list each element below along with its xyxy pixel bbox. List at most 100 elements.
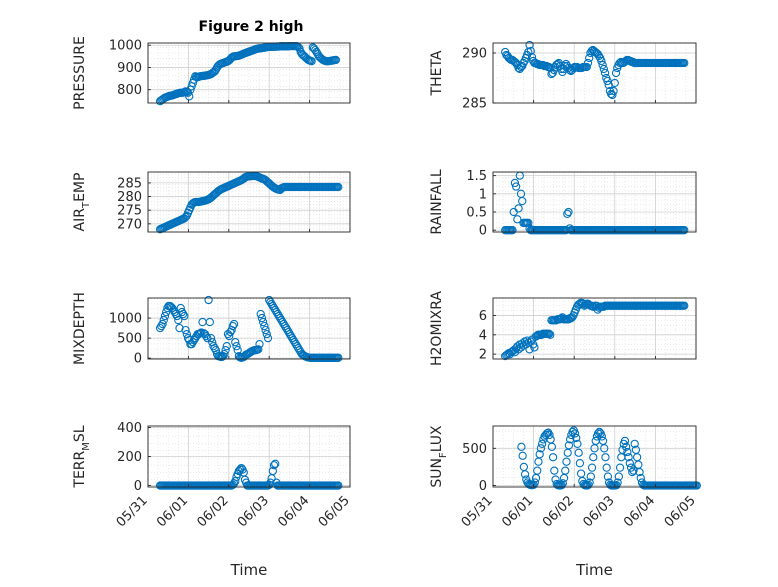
data-point xyxy=(231,337,240,347)
data-point xyxy=(229,319,239,329)
data-point xyxy=(174,315,183,325)
data-point xyxy=(205,317,214,327)
data-point xyxy=(564,207,573,217)
data-point xyxy=(547,442,557,451)
x-tick-label: 06/02 xyxy=(540,493,577,530)
y-tick-label: 200 xyxy=(117,450,142,465)
data-point xyxy=(289,335,298,345)
data-point xyxy=(279,319,288,329)
data-point xyxy=(563,448,572,457)
axes-box xyxy=(492,425,697,488)
data-point xyxy=(568,313,577,322)
data-point xyxy=(541,430,550,440)
data-point xyxy=(620,436,630,446)
subplot-h2omix: 2 4 6 H2OMIXRA xyxy=(429,291,697,366)
data-point xyxy=(583,58,593,68)
data-point xyxy=(202,331,211,341)
data-point xyxy=(511,182,521,191)
data-point xyxy=(586,472,595,481)
data-point xyxy=(625,459,634,468)
data-point xyxy=(585,53,594,63)
data-point xyxy=(188,337,197,347)
y-axis-label: AIRTEMP xyxy=(72,173,92,232)
y-tick-label: 275 xyxy=(117,204,142,219)
data-point xyxy=(261,325,270,335)
data-point xyxy=(533,466,542,475)
data-point xyxy=(278,317,287,327)
data-point xyxy=(520,470,530,479)
data-point xyxy=(517,442,526,451)
data-point xyxy=(535,450,544,459)
data-point xyxy=(204,295,213,305)
data-point xyxy=(331,55,341,65)
data-point xyxy=(522,336,532,345)
data-point xyxy=(546,435,555,444)
data-point xyxy=(169,305,178,315)
x-tick-label: 06/01 xyxy=(154,493,191,530)
data-point xyxy=(566,314,576,323)
subplot-theta: 285 290 THETA xyxy=(429,40,697,112)
y-tick-label: 0 xyxy=(134,479,142,494)
x-axis-label: Time xyxy=(575,561,613,579)
data-point xyxy=(163,303,172,313)
data-point xyxy=(177,307,187,317)
data-point xyxy=(600,444,609,453)
subplot-terrmsl: 05/31 06/01 06/02 06/03 06/04 06/05 0 200 400 TER… xyxy=(72,421,353,579)
data-point xyxy=(181,212,190,222)
y-axis-label: SUNFLUX xyxy=(429,425,449,488)
data-point xyxy=(598,436,608,446)
data-point xyxy=(290,337,299,347)
data-point xyxy=(561,59,571,69)
data-point xyxy=(551,475,560,484)
x-tick-label: 06/05 xyxy=(316,493,353,530)
y-tick-label: 2 xyxy=(479,348,487,363)
axes-box xyxy=(492,171,697,233)
data-point xyxy=(680,226,689,235)
data-point xyxy=(589,453,598,462)
data-point xyxy=(516,62,526,72)
subplot-mixdepth: 0 500 1000 MIXDEPTH xyxy=(72,292,351,367)
axes-box xyxy=(147,42,351,104)
y-axis-label: TERRMSL xyxy=(72,425,92,488)
data-point xyxy=(680,301,689,310)
data-point xyxy=(568,427,577,437)
data-point xyxy=(561,466,570,475)
data-point xyxy=(222,342,231,351)
data-point xyxy=(286,331,296,341)
data-point xyxy=(209,342,218,351)
data-point xyxy=(574,448,583,457)
data-point xyxy=(291,340,301,349)
data-point xyxy=(210,67,219,76)
data-point xyxy=(285,329,294,339)
data-point xyxy=(545,430,554,440)
data-point xyxy=(274,311,284,321)
data-point xyxy=(582,62,591,72)
data-point xyxy=(562,457,571,466)
data-point xyxy=(570,429,580,438)
data-point xyxy=(187,340,196,349)
subplot-sunflux: 05/31 06/01 06/02 06/03 06/04 06/05 0 500 SUNFLU… xyxy=(429,425,701,579)
axes-box xyxy=(147,297,351,360)
data-point xyxy=(630,439,639,449)
data-point xyxy=(518,196,527,206)
x-tick-label: 06/01 xyxy=(499,493,536,530)
x-tick-label: 06/03 xyxy=(235,493,272,530)
data-point xyxy=(536,444,546,453)
data-point xyxy=(600,68,610,78)
data-point xyxy=(680,58,689,68)
data-point xyxy=(334,353,343,362)
data-point xyxy=(282,323,291,333)
data-point xyxy=(547,69,556,79)
data-point xyxy=(294,344,303,353)
data-point xyxy=(198,317,207,327)
data-point xyxy=(268,466,277,476)
data-point xyxy=(272,307,281,317)
data-point xyxy=(271,305,280,315)
y-tick-label: 0 xyxy=(479,224,487,239)
data-point xyxy=(260,321,269,331)
data-point xyxy=(189,335,199,345)
x-tick-label: 06/04 xyxy=(275,493,312,530)
data-point xyxy=(597,432,606,441)
data-point xyxy=(231,477,240,486)
